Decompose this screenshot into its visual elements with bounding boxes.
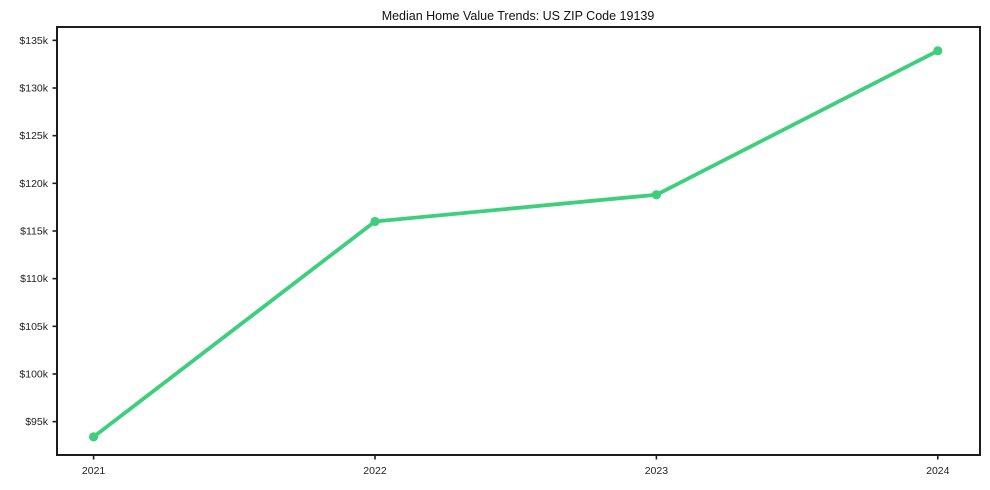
y-tick-label: $120k: [19, 178, 48, 190]
y-tick-label: $105k: [19, 321, 48, 333]
x-tick-label: 2024: [926, 465, 950, 477]
x-tick-label: 2023: [645, 465, 669, 477]
data-line: [91, 48, 940, 439]
plot-border: [56, 26, 981, 456]
y-tick-label: $135k: [19, 35, 48, 47]
chart-title: Median Home Value Trends: US ZIP Code 19…: [382, 9, 655, 23]
y-tick-label: $110k: [20, 273, 49, 285]
data-point-marker: [88, 432, 99, 442]
data-point-marker: [651, 190, 661, 200]
y-tick-label: $115k: [20, 225, 49, 237]
data-point-marker: [370, 216, 380, 227]
y-tick-label: $100k: [19, 368, 48, 380]
data-point-marker: [933, 46, 943, 56]
x-tick-label: 2022: [363, 465, 387, 477]
x-tick-label: 2021: [82, 465, 106, 477]
y-tick-label: $130k: [19, 83, 48, 95]
y-tick-label: $125k: [19, 130, 48, 142]
plot-area: $95k $100k $105k $110k $115k $120k $125k $130k $…: [19, 26, 981, 477]
y-tick-label: $95k: [25, 416, 49, 428]
